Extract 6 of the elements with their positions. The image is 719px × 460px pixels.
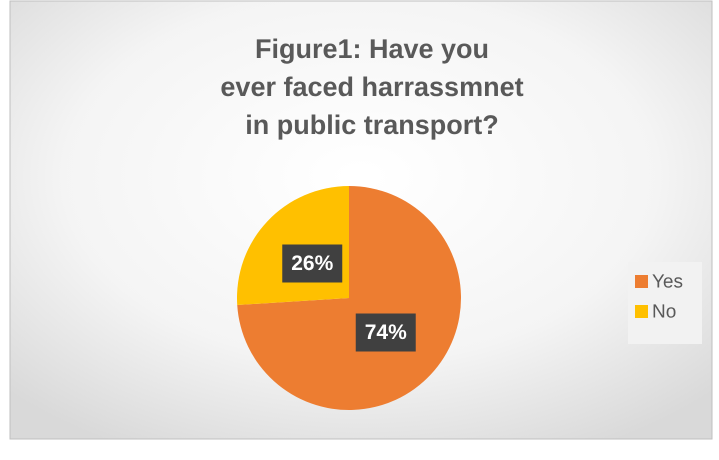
data-label: 74% xyxy=(364,321,408,344)
pie-slice xyxy=(237,186,461,410)
legend-label: Yes xyxy=(652,272,683,292)
data-label: 26% xyxy=(291,252,334,275)
legend-label: No xyxy=(652,302,676,322)
chart-title: Figure1: Have you ever faced harrassmnet in public transport? xyxy=(220,34,524,140)
